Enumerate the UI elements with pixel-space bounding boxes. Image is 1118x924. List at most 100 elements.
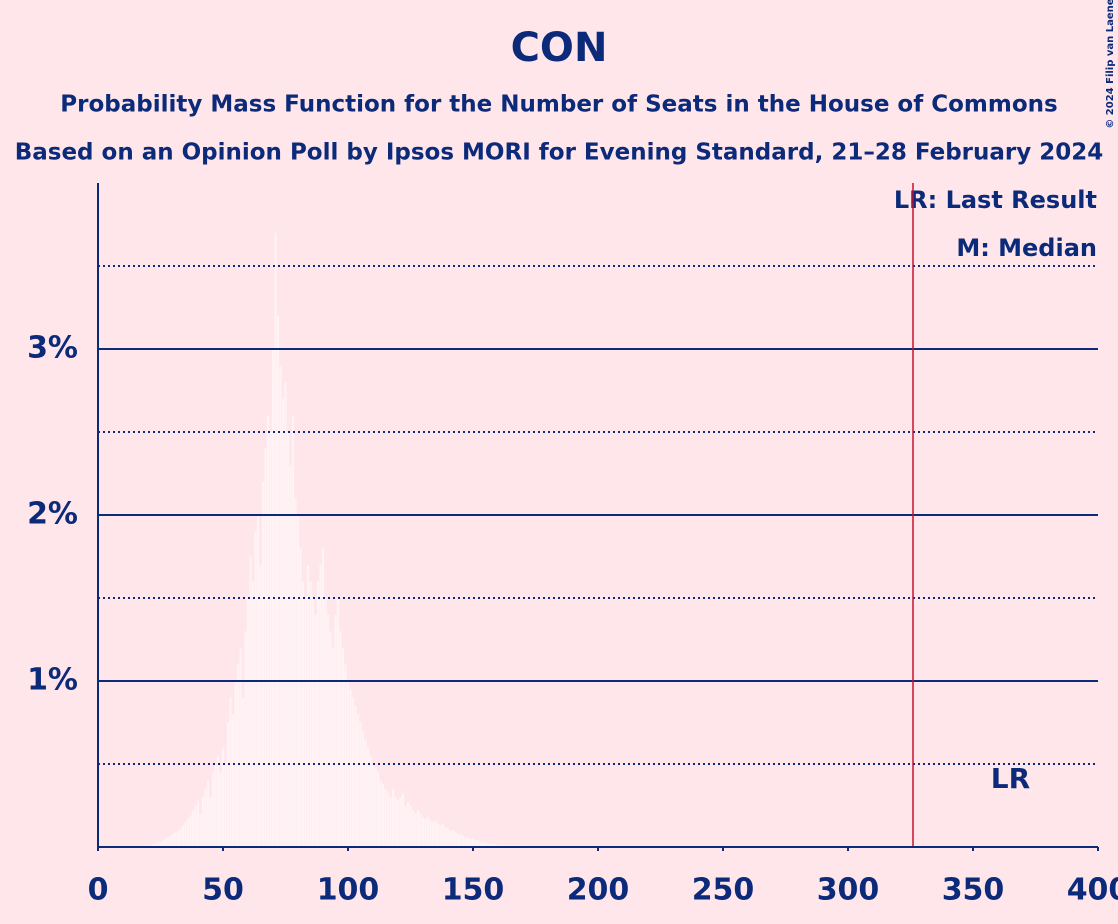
bar <box>204 788 207 847</box>
bar <box>266 415 270 847</box>
bar <box>466 837 470 847</box>
bar <box>249 556 252 847</box>
bar <box>469 838 472 847</box>
bar <box>259 564 262 847</box>
bar <box>161 840 165 847</box>
bar <box>261 481 265 847</box>
bar <box>214 764 217 847</box>
bar <box>216 755 220 847</box>
bar <box>294 498 297 847</box>
bar <box>269 432 272 847</box>
last-result-label: LR <box>991 762 1030 795</box>
bar <box>314 614 317 847</box>
bar <box>484 842 487 847</box>
x-tick-label: 50 <box>202 873 244 908</box>
chart-subtitle: Probability Mass Function for the Number… <box>60 92 1057 118</box>
bar <box>349 689 352 847</box>
x-tick-label: 350 <box>942 873 1005 908</box>
bar <box>304 598 307 847</box>
bar <box>224 764 227 847</box>
bar <box>174 832 177 847</box>
bar <box>309 581 312 847</box>
bar <box>351 697 355 847</box>
bar <box>329 631 332 847</box>
bar <box>434 820 437 847</box>
x-tick-label: 250 <box>692 873 755 908</box>
legend-entry: M: Median <box>956 234 1097 262</box>
bar <box>321 548 325 847</box>
bar <box>406 802 410 847</box>
bar <box>461 835 465 847</box>
bar <box>494 843 497 847</box>
bar <box>169 835 172 847</box>
x-tick-label: 0 <box>88 873 109 908</box>
bar <box>391 788 395 847</box>
bar <box>299 548 302 847</box>
bar <box>459 833 462 847</box>
bar <box>279 365 282 847</box>
bar <box>159 842 162 847</box>
bar <box>209 797 212 847</box>
bar <box>289 465 292 847</box>
bar <box>164 838 167 847</box>
bar <box>366 747 370 847</box>
bar <box>369 755 372 847</box>
bar <box>419 813 422 847</box>
chart-title: CON <box>511 25 608 71</box>
bar <box>331 647 335 847</box>
bar <box>196 800 200 847</box>
x-tick-label: 200 <box>567 873 630 908</box>
bar <box>154 843 157 847</box>
bar <box>241 697 245 847</box>
bar <box>286 432 290 847</box>
bar <box>404 805 407 847</box>
bar <box>306 564 310 847</box>
bar <box>359 722 362 847</box>
bar <box>201 797 205 847</box>
bar <box>199 813 202 847</box>
bar <box>371 764 375 847</box>
x-tick-label: 150 <box>442 873 505 908</box>
bar <box>389 797 392 847</box>
bar <box>156 842 160 847</box>
bar <box>471 838 475 847</box>
bar <box>211 772 215 847</box>
bar <box>226 722 230 847</box>
bar <box>409 805 412 847</box>
bar <box>339 631 342 847</box>
bar <box>384 788 387 847</box>
bar <box>344 664 347 847</box>
chart-subtitle: Based on an Opinion Poll by Ipsos MORI f… <box>15 140 1104 166</box>
bar <box>414 813 417 847</box>
bar <box>239 647 242 847</box>
bar <box>379 780 382 847</box>
bar <box>291 415 295 847</box>
bar <box>181 825 185 847</box>
bar <box>219 772 222 847</box>
bar <box>474 840 477 847</box>
bar <box>439 825 442 847</box>
x-tick-label: 400 <box>1067 873 1118 908</box>
bar <box>184 822 187 847</box>
bar <box>206 780 210 847</box>
bar <box>416 810 420 847</box>
bar <box>229 697 232 847</box>
bar <box>356 714 360 847</box>
bar <box>166 837 170 847</box>
legend-entry: LR: Last Result <box>894 186 1097 214</box>
bar <box>401 793 405 847</box>
bar <box>394 797 397 847</box>
bar <box>301 581 305 847</box>
bar <box>429 820 432 847</box>
bar <box>336 598 340 847</box>
bar <box>399 797 402 847</box>
bar <box>441 823 445 847</box>
bar <box>189 815 192 847</box>
bar <box>411 810 415 847</box>
bar <box>491 843 495 847</box>
bar <box>376 772 380 847</box>
bar <box>479 842 482 847</box>
bar <box>424 818 427 847</box>
bar <box>171 833 175 847</box>
